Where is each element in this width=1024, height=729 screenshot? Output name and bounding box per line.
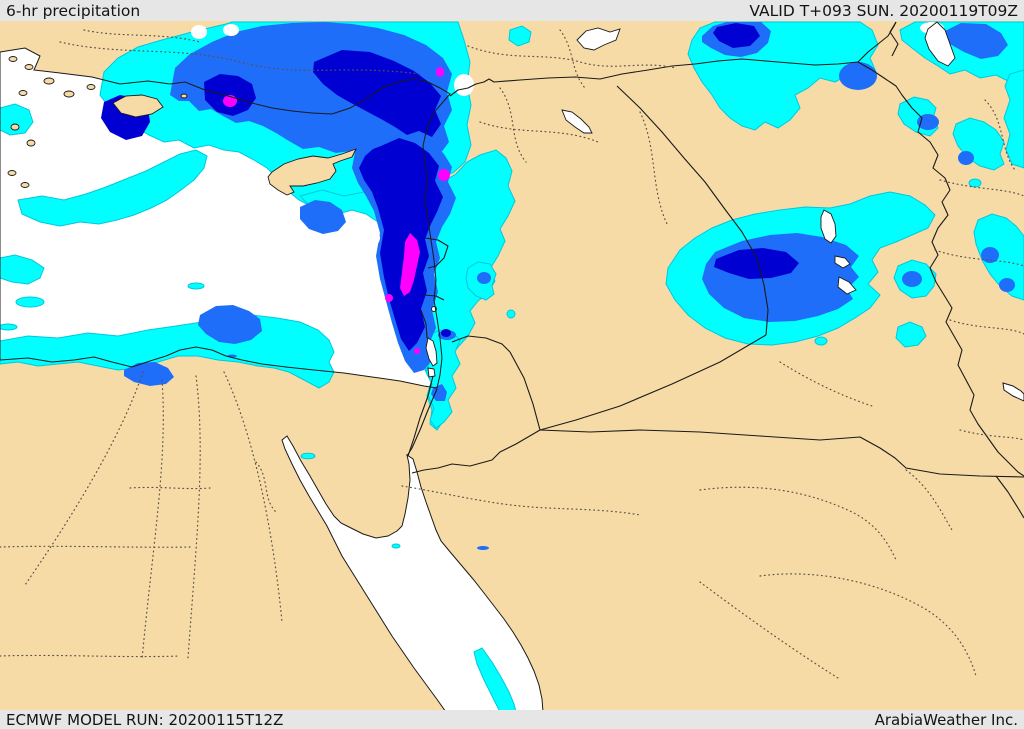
header-bar: 6-hr precipitation VALID T+093 SUN. 2020…: [0, 0, 1024, 21]
lake-urmia: [924, 21, 956, 67]
bitter-lake: [300, 452, 316, 460]
island-rhodes: [112, 94, 164, 118]
dead-sea: [425, 337, 438, 367]
precip-layer-extreme: [223, 67, 450, 354]
brand-label: ArabiaWeather Inc.: [874, 710, 1018, 729]
admin-borders: [0, 29, 1024, 679]
lake-tharthar: [820, 209, 837, 244]
country-borders: [406, 21, 1024, 519]
lake-razzaza: [837, 276, 857, 295]
model-run-label: ECMWF MODEL RUN: 20200115T12Z: [6, 710, 284, 729]
water-features: [227, 354, 489, 550]
map-title: 6-hr precipitation: [6, 1, 141, 20]
dead-sea-south: [427, 367, 436, 378]
lake-assad: [561, 109, 593, 134]
islands: [7, 56, 357, 196]
lakes: [425, 21, 956, 378]
footer-bar: ECMWF MODEL RUN: 20200115T12Z ArabiaWeat…: [0, 710, 1024, 729]
lake-habbaniyah: [834, 255, 851, 269]
valid-time-label: VALID T+093 SUN. 20200119T09Z: [749, 1, 1018, 20]
lake-van: [576, 27, 621, 51]
island-cyprus: [267, 148, 357, 196]
